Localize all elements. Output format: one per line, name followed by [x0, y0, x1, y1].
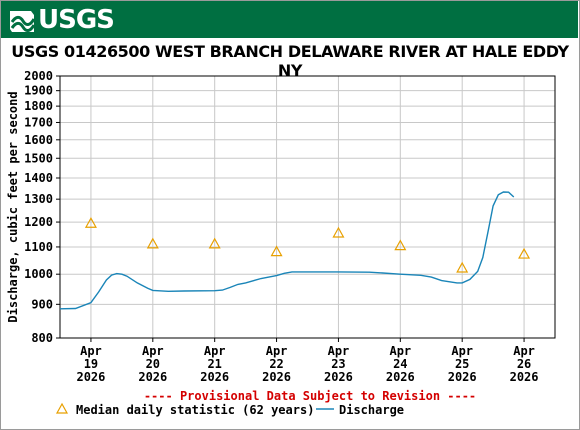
median-triangle-point [332, 226, 345, 238]
x-tick-label: Apr [389, 344, 411, 358]
median-triangle-point [84, 217, 97, 228]
x-tick-label: 19 [84, 357, 98, 371]
x-tick-label: Apr [328, 344, 350, 358]
y-tick-label: 1200 [24, 215, 53, 229]
usgs-banner: USGS [1, 1, 578, 38]
y-axis-label: Discharge, cubic feet per second [6, 91, 20, 322]
y-tick-label: 1800 [24, 99, 53, 113]
x-tick-label: 2026 [200, 370, 229, 384]
provisional-note: ---- Provisional Data Subject to Revisio… [144, 389, 476, 403]
legend-discharge-label: Discharge [339, 403, 404, 417]
y-tick-label: 1300 [24, 192, 53, 206]
y-tick-label: 1600 [24, 133, 53, 147]
y-tick-label: 2000 [24, 69, 53, 83]
x-tick-label: 25 [455, 357, 469, 371]
median-triangle-point [456, 261, 469, 273]
y-tick-label: 900 [31, 297, 53, 311]
x-tick-label: 2026 [324, 370, 353, 384]
x-tick-label: 2026 [76, 370, 105, 384]
legend-median-triangle-icon [55, 402, 69, 414]
y-tick-label: 1700 [24, 115, 53, 129]
median-triangle-point [208, 237, 221, 249]
x-tick-label: 24 [393, 357, 407, 371]
usgs-logo-text: USGS [38, 5, 115, 35]
y-tick-label: 1400 [24, 171, 53, 185]
x-tick-label: 22 [269, 357, 283, 371]
x-tick-label: Apr [513, 344, 535, 358]
median-triangle-point [518, 247, 531, 259]
x-tick-label: 2026 [386, 370, 415, 384]
chart-title: USGS 01426500 WEST BRANCH DELAWARE RIVER… [11, 42, 569, 80]
median-triangle-point [146, 237, 159, 249]
usgs-wave-icon [10, 11, 35, 32]
x-tick-label: Apr [266, 344, 288, 358]
median-triangle-point [270, 245, 283, 257]
discharge-line [59, 191, 515, 310]
median-triangle-point [394, 239, 407, 251]
plot-area-border [59, 75, 556, 339]
x-tick-label: 2026 [448, 370, 477, 384]
x-tick-label: 2026 [262, 370, 291, 384]
grid-lines [60, 75, 555, 339]
y-tick-label: 1900 [24, 84, 53, 98]
x-tick-label: Apr [451, 344, 473, 358]
x-tick-label: Apr [204, 344, 226, 358]
x-axis-ticks: Apr192026Apr202026Apr212026Apr222026Apr2… [76, 338, 539, 384]
usgs-logo[interactable]: USGS [9, 5, 115, 35]
y-axis-ticks: 800 900 1000 1100 1200 1300 1400 1500 1600 1700 18… [24, 69, 60, 345]
x-tick-label: 21 [207, 357, 221, 371]
x-tick-label: 20 [146, 357, 160, 371]
x-tick-label: 23 [331, 357, 345, 371]
y-tick-label: 1500 [24, 151, 53, 165]
y-tick-label: 800 [31, 331, 53, 345]
x-tick-label: 2026 [510, 370, 539, 384]
x-tick-label: Apr [80, 344, 102, 358]
y-tick-label: 1100 [24, 240, 53, 254]
legend-median-label: Median daily statistic (62 years) [76, 403, 314, 417]
x-tick-label: 2026 [138, 370, 167, 384]
series-group [59, 191, 531, 310]
legend: Median daily statistic (62 years) Dischar… [55, 402, 404, 417]
y-tick-label: 1000 [24, 267, 53, 281]
x-tick-label: Apr [142, 344, 164, 358]
x-tick-label: 26 [517, 357, 531, 371]
